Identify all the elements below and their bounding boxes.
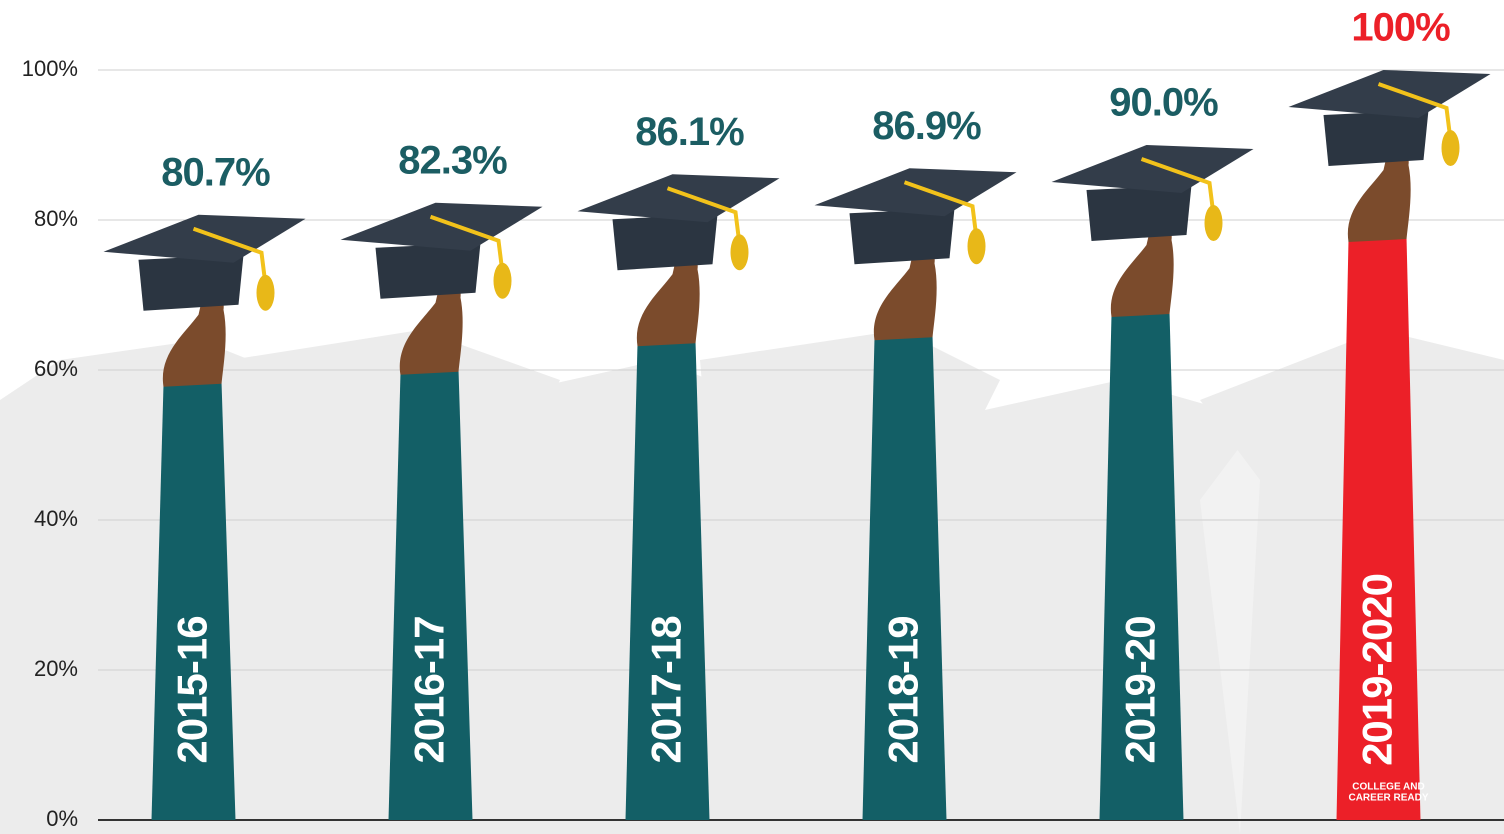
category-label: 2015-16 [169,616,216,763]
value-label: 80.7% [161,150,270,194]
chart: 0% 20% 40% 60% 80% 100% 80.7% 2015-16 82.3% 2016-… [0,0,1504,834]
tassel-end [731,234,749,270]
category-label: 2019-20 [1117,616,1164,763]
y-tick-label: 20% [34,656,78,681]
y-tick-label: 60% [34,356,78,381]
value-label: 100% [1351,6,1450,50]
cap-crown [139,255,244,311]
value-label: 86.9% [872,104,981,148]
logo-text: COLLEGE AND [1352,782,1424,793]
cap-crown [613,214,718,270]
category-label: 2018-19 [880,616,927,763]
y-tick-label: 80% [34,206,78,231]
cap-board [578,174,780,222]
tassel-end [968,228,986,264]
tassel-end [1442,130,1460,166]
y-tick-label: 0% [46,806,78,831]
cap-board [341,203,543,251]
y-tick-label: 40% [34,506,78,531]
value-label: 86.1% [635,110,744,154]
category-label: 2016-17 [406,616,453,763]
value-label: 82.3% [398,138,507,182]
tassel-end [494,263,512,299]
tassel-end [1205,205,1223,241]
cap-crown [1324,110,1429,166]
tassel-end [257,275,275,311]
value-label: 90.0% [1109,81,1218,125]
logo-text: CAREER READY [1348,793,1428,804]
category-label: 2019-2020 [1354,574,1401,766]
cap-board [1052,145,1254,193]
cap-board [1289,70,1491,118]
cap-crown [1087,185,1192,241]
cap-board [815,168,1017,216]
category-label: 2017-18 [643,616,690,764]
y-tick-label: 100% [22,56,78,81]
cap-crown [850,208,955,264]
cap-crown [376,243,481,299]
cap-board [104,215,306,263]
